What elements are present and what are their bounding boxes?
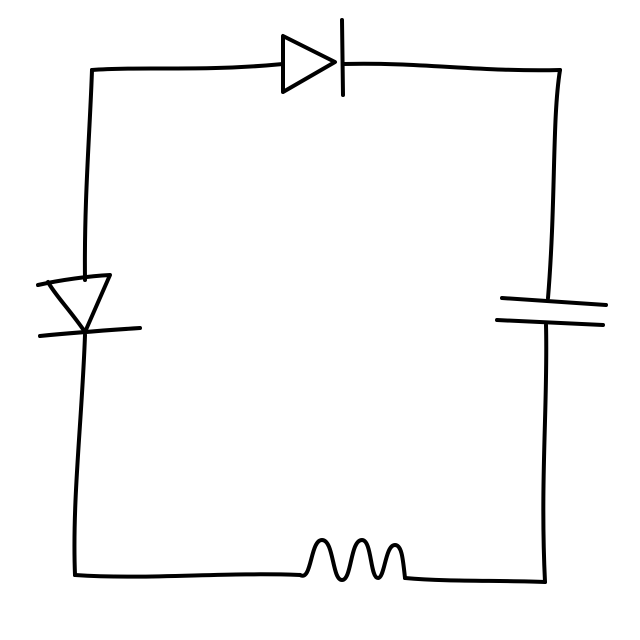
resistor — [298, 538, 407, 582]
capacitor-plate-2 — [495, 318, 605, 327]
wire-right-lower — [541, 323, 549, 584]
diode-top-bar — [340, 18, 345, 97]
wire-top-right — [341, 61, 562, 73]
capacitor-plate-1 — [500, 296, 608, 307]
diode-left — [36, 273, 112, 334]
wire-bottom-left — [73, 572, 302, 579]
wire-left-lower — [72, 333, 87, 577]
wire-left-upper — [82, 68, 94, 282]
wire-bottom-right — [403, 576, 547, 584]
wire-right-upper — [546, 68, 562, 300]
wire-top-left — [90, 62, 285, 72]
diode-top — [281, 34, 337, 94]
diode-left-bar — [38, 326, 142, 338]
